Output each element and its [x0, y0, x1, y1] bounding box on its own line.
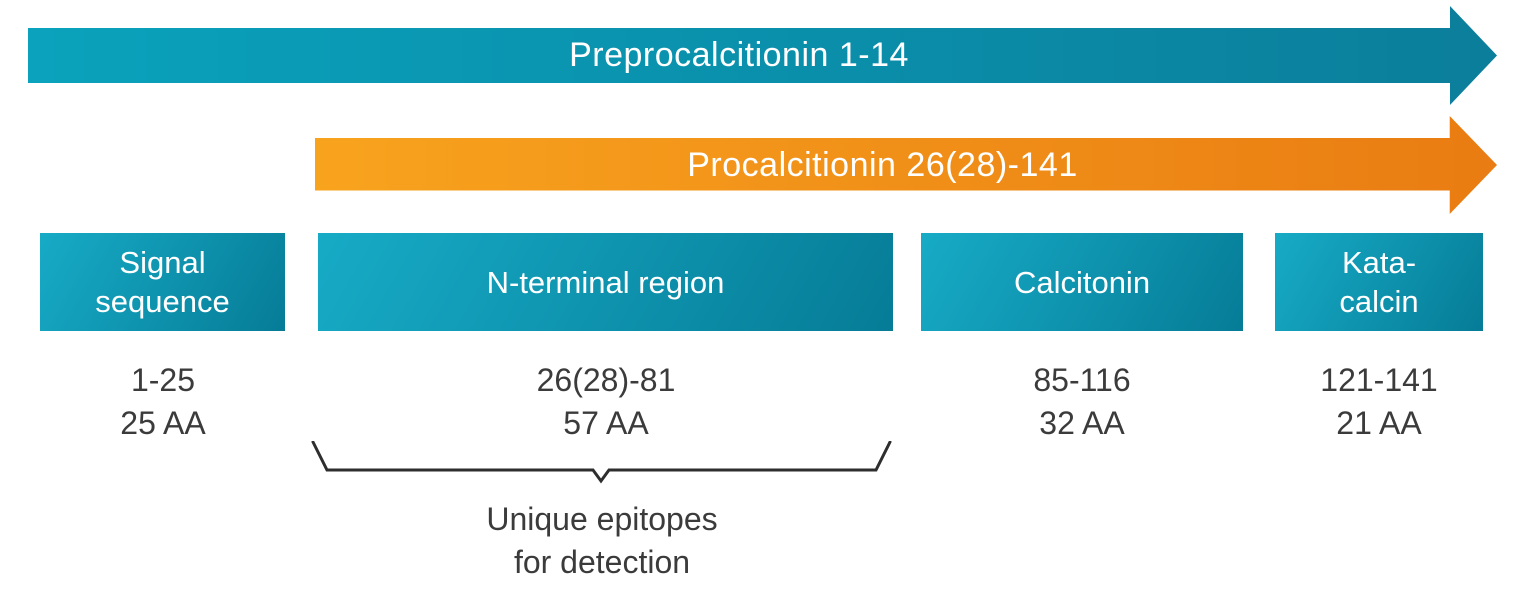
- unique-epitopes-annotation: Unique epitopes for detection: [402, 498, 802, 584]
- residue-range: 85-116: [1033, 362, 1131, 398]
- region-box-n-terminal: N-terminal region: [318, 233, 893, 331]
- region-label: Kata-: [1341, 245, 1417, 280]
- procalcitonin-arrow: Procalcitionin 26(28)-141: [315, 116, 1497, 214]
- residue-range: 26(28)-81: [536, 362, 676, 398]
- annotation-line: Unique epitopes: [486, 501, 718, 537]
- region-range-signal-sequence: 1-25 25 AA: [13, 359, 313, 445]
- region-box-calcitonin: Calcitonin: [921, 233, 1243, 331]
- region-label: Calcitonin: [1013, 264, 1151, 300]
- preprocalcitonin-arrow: Preprocalcitionin 1-14: [28, 6, 1497, 105]
- amino-acid-count: 57 AA: [563, 405, 649, 441]
- amino-acid-count: 32 AA: [1039, 405, 1125, 441]
- residue-range: 1-25: [130, 362, 196, 398]
- procalcitonin-arrow-label: Procalcitionin 26(28)-141: [687, 145, 1078, 184]
- residue-range: 121-141: [1320, 362, 1438, 398]
- amino-acid-count: 25 AA: [120, 405, 206, 441]
- region-label: Signal: [119, 245, 206, 280]
- region-box-signal-sequence: Signal sequence: [40, 233, 285, 331]
- region-box-katacalcin: Kata- calcin: [1275, 233, 1483, 331]
- region-label: calcin: [1339, 284, 1419, 319]
- region-label: N-terminal region: [486, 264, 725, 300]
- brace-icon: [311, 441, 892, 484]
- region-label: sequence: [95, 284, 230, 319]
- amino-acid-count: 21 AA: [1336, 405, 1422, 441]
- region-range-calcitonin: 85-116 32 AA: [932, 359, 1232, 445]
- region-range-n-terminal: 26(28)-81 57 AA: [456, 359, 756, 445]
- region-range-katacalcin: 121-141 21 AA: [1229, 359, 1529, 445]
- preprocalcitonin-arrow-label: Preprocalcitionin 1-14: [569, 36, 909, 74]
- annotation-line: for detection: [513, 544, 691, 580]
